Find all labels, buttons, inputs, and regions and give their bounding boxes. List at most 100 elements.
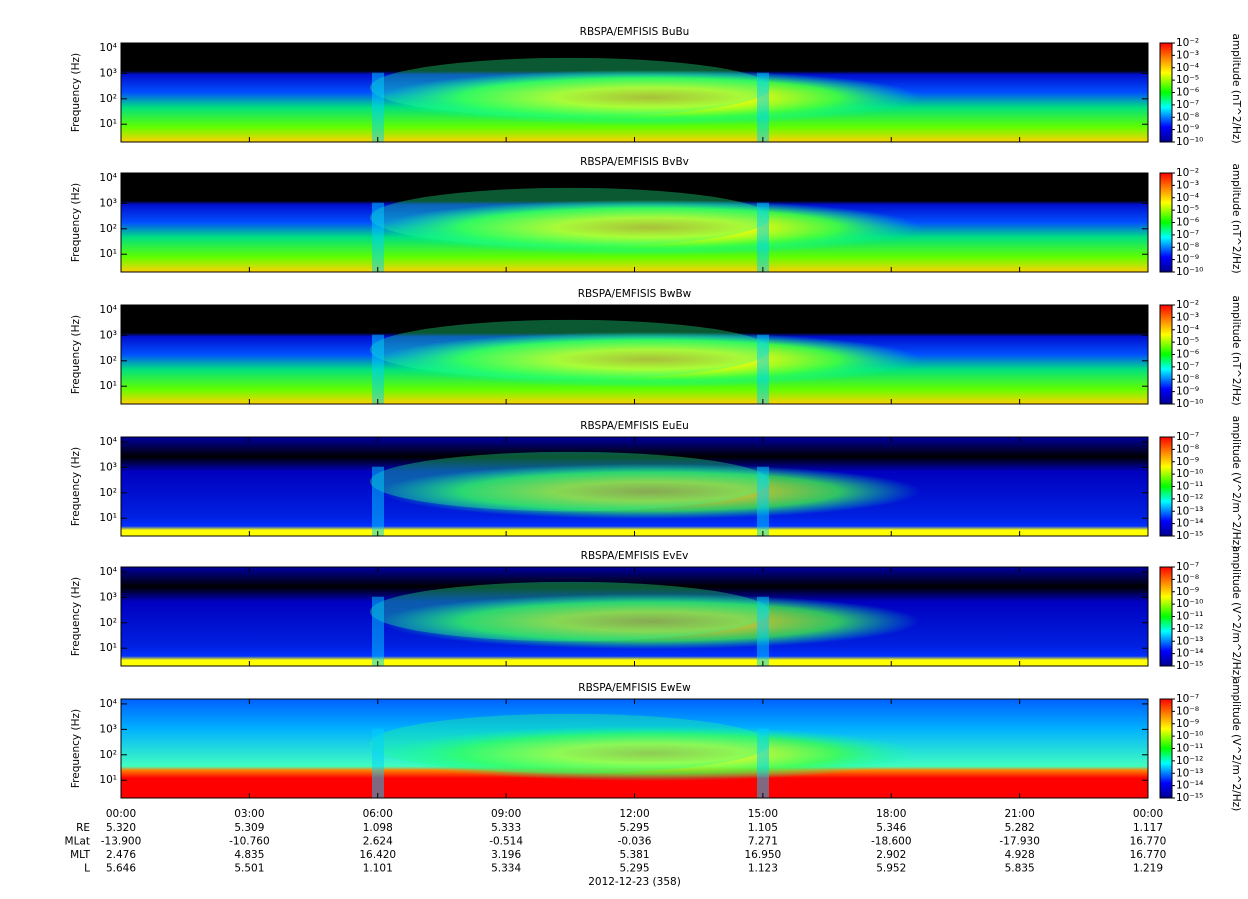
colorbar-tick-label: 10⁻¹³ bbox=[1176, 635, 1203, 647]
panel-title: RBSPA/EMFISIS EvEv bbox=[581, 550, 689, 562]
colorbar-tick-label: 10⁻¹¹ bbox=[1176, 611, 1203, 623]
colorbar bbox=[1159, 42, 1173, 143]
y-tick-label: 10⁴ bbox=[99, 172, 117, 184]
colorbar-tick-label: 10⁻¹⁴ bbox=[1176, 518, 1203, 530]
colorbar-tick-label: 10⁻⁸ bbox=[1176, 111, 1199, 123]
colorbar-tick-label: 10⁻¹⁵ bbox=[1176, 792, 1203, 804]
panel-title: RBSPA/EMFISIS EuEu bbox=[580, 420, 689, 432]
ephemeris-value: 5.320 bbox=[106, 822, 136, 834]
ephemeris-value: 5.346 bbox=[876, 822, 906, 834]
y-tick-label: 10³ bbox=[99, 591, 117, 603]
colorbar-tick-label: 10⁻¹¹ bbox=[1176, 481, 1203, 493]
colorbar-tick-label: 10⁻⁴ bbox=[1176, 192, 1199, 204]
colorbar-tick-label: 10⁻⁸ bbox=[1176, 705, 1199, 717]
colorbar bbox=[1159, 172, 1173, 273]
y-tick-label: 10¹ bbox=[99, 380, 117, 392]
ephemeris-value: 5.381 bbox=[619, 849, 649, 861]
y-axis-label: Frequency (Hz) bbox=[70, 577, 82, 656]
ephemeris-value: 1.101 bbox=[363, 863, 393, 875]
x-tick-label: 09:00 bbox=[491, 808, 521, 820]
ephemeris-value: 16.770 bbox=[1130, 836, 1167, 848]
y-axis-label: Frequency (Hz) bbox=[70, 709, 82, 788]
ephemeris-value: 4.835 bbox=[234, 849, 264, 861]
colorbar-tick-label: 10⁻⁸ bbox=[1176, 241, 1199, 253]
y-tick-label: 10⁴ bbox=[99, 304, 117, 316]
y-tick-label: 10⁴ bbox=[99, 698, 117, 710]
y-tick-label: 10³ bbox=[99, 329, 117, 341]
y-axis-label: Frequency (Hz) bbox=[70, 315, 82, 394]
colorbar-tick-label: 10⁻⁸ bbox=[1176, 573, 1199, 585]
spectrogram-feature bbox=[380, 331, 920, 388]
spectrogram-feature bbox=[372, 596, 384, 666]
y-axis-label: Frequency (Hz) bbox=[70, 447, 82, 526]
ephemeris-value: 5.501 bbox=[234, 863, 264, 875]
colorbar-tick-label: 10⁻⁵ bbox=[1176, 204, 1199, 216]
spectrogram-feature bbox=[370, 57, 770, 118]
ephemeris-value: 5.309 bbox=[234, 822, 264, 834]
panel-title: RBSPA/EMFISIS EwEw bbox=[578, 682, 691, 694]
y-tick-label: 10³ bbox=[99, 723, 117, 735]
y-tick-label: 10¹ bbox=[99, 774, 117, 786]
colorbar-tick-label: 10⁻³ bbox=[1176, 179, 1199, 191]
colorbar-tick-label: 10⁻² bbox=[1176, 299, 1199, 311]
colorbar-tick-label: 10⁻¹³ bbox=[1176, 505, 1203, 517]
y-tick-label: 10³ bbox=[99, 67, 117, 79]
ephemeris-value: 1.105 bbox=[748, 822, 778, 834]
spectrogram-feature bbox=[380, 593, 920, 650]
panel-title: RBSPA/EMFISIS BvBv bbox=[580, 156, 689, 168]
ephemeris-value: -17.930 bbox=[999, 836, 1040, 848]
ephemeris-value: 16.770 bbox=[1130, 849, 1167, 861]
colorbar-label: amplitude (V^2/m^2/Hz) bbox=[1230, 416, 1242, 549]
x-tick-label: 21:00 bbox=[1004, 808, 1034, 820]
colorbar bbox=[1159, 436, 1173, 537]
y-tick-label: 10² bbox=[99, 487, 117, 499]
colorbar-tick-label: 10⁻¹⁰ bbox=[1176, 266, 1203, 278]
ephemeris-value: 5.334 bbox=[491, 863, 521, 875]
colorbar-tick-label: 10⁻⁸ bbox=[1176, 373, 1199, 385]
spectrogram-feature bbox=[372, 466, 384, 536]
ephemeris-value: 1.123 bbox=[748, 863, 778, 875]
colorbar-label: amplitude (nT^2/Hz) bbox=[1230, 295, 1242, 405]
ephemeris-value: 16.950 bbox=[745, 849, 782, 861]
date-label: 2012-12-23 (358) bbox=[588, 876, 681, 888]
colorbar-label: amplitude (nT^2/Hz) bbox=[1230, 33, 1242, 143]
colorbar-tick-label: 10⁻² bbox=[1176, 37, 1199, 49]
ephemeris-value: 5.835 bbox=[1005, 863, 1035, 875]
ephemeris-value: 5.295 bbox=[619, 863, 649, 875]
x-tick-label: 06:00 bbox=[363, 808, 393, 820]
colorbar-tick-label: 10⁻¹⁰ bbox=[1176, 468, 1203, 480]
x-tick-label: 00:00 bbox=[106, 808, 136, 820]
colorbar-tick-label: 10⁻⁹ bbox=[1176, 124, 1199, 136]
colorbar bbox=[1159, 566, 1173, 667]
ephemeris-value: 2.476 bbox=[106, 849, 136, 861]
ephemeris-label: L bbox=[84, 863, 90, 875]
colorbar-tick-label: 10⁻⁹ bbox=[1176, 456, 1199, 468]
y-tick-label: 10¹ bbox=[99, 512, 117, 524]
colorbar-label: amplitude (V^2/m^2/Hz) bbox=[1230, 546, 1242, 679]
x-tick-label: 00:00 bbox=[1133, 808, 1163, 820]
colorbar-tick-label: 10⁻¹⁴ bbox=[1176, 780, 1203, 792]
colorbar-tick-label: 10⁻⁷ bbox=[1176, 361, 1199, 373]
y-tick-label: 10² bbox=[99, 93, 117, 105]
spectrogram-feature bbox=[757, 72, 769, 142]
spectrogram-feature bbox=[370, 187, 770, 248]
ephemeris-label: MLat bbox=[65, 836, 90, 848]
colorbar-tick-label: 10⁻⁴ bbox=[1176, 62, 1199, 74]
colorbar-tick-label: 10⁻¹¹ bbox=[1176, 743, 1203, 755]
spectrogram-feature bbox=[372, 72, 384, 142]
colorbar-tick-label: 10⁻¹⁵ bbox=[1176, 660, 1203, 672]
spectrogram-feature bbox=[370, 319, 770, 380]
ephemeris-value: -10.760 bbox=[229, 836, 270, 848]
spectrogram-feature bbox=[370, 713, 770, 774]
ephemeris-value: 5.295 bbox=[619, 822, 649, 834]
colorbar bbox=[1159, 698, 1173, 799]
colorbar-tick-label: 10⁻¹⁰ bbox=[1176, 598, 1203, 610]
colorbar-tick-label: 10⁻⁷ bbox=[1176, 693, 1199, 705]
colorbar-tick-label: 10⁻¹² bbox=[1176, 493, 1203, 505]
colorbar-tick-label: 10⁻¹⁵ bbox=[1176, 530, 1203, 542]
ephemeris-value: -13.900 bbox=[101, 836, 142, 848]
x-tick-label: 03:00 bbox=[234, 808, 264, 820]
x-tick-label: 18:00 bbox=[876, 808, 906, 820]
colorbar-tick-label: 10⁻⁹ bbox=[1176, 254, 1199, 266]
